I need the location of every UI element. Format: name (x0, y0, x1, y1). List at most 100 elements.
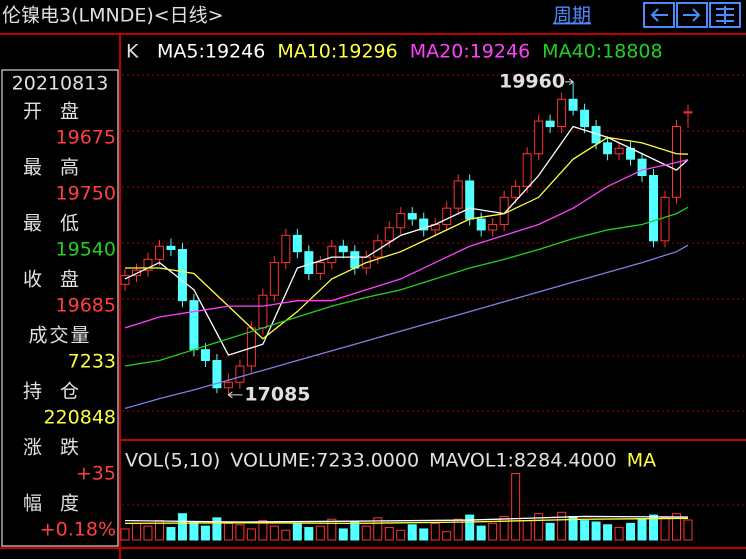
candle-body (120, 275, 130, 285)
legend-entry: MA20:19246 (410, 41, 530, 63)
volume-bar (373, 517, 383, 541)
volume-bar (522, 520, 532, 541)
candle-body (223, 381, 233, 389)
candle-body (304, 251, 314, 274)
volume-bar (419, 528, 429, 541)
candle-body (603, 142, 613, 155)
candle-body (465, 180, 475, 220)
annotation-arrow (227, 391, 243, 399)
volume-bar (453, 518, 463, 541)
candle-body (637, 158, 647, 177)
nav-buttons[interactable] (643, 2, 741, 28)
volume-bar (223, 522, 233, 541)
volume-bar (499, 515, 509, 541)
annotation-arrow (565, 78, 574, 86)
candle-body (511, 185, 521, 198)
candle-body (154, 245, 164, 260)
volume-bar (235, 524, 245, 541)
candle-body (683, 111, 693, 114)
candle-body (315, 262, 325, 274)
candle-body (649, 175, 659, 242)
volume-bar (304, 527, 314, 541)
info-label: 最高 (23, 157, 97, 179)
candle-body (258, 294, 268, 329)
candle-body (384, 227, 394, 242)
candle-body (545, 120, 555, 128)
candle-body (557, 98, 567, 128)
info-box (1, 69, 119, 547)
volume-bar (465, 514, 475, 541)
volume-bar (672, 513, 682, 541)
candle-body (269, 262, 279, 296)
volume-bar (488, 522, 498, 541)
candle-body (499, 196, 509, 225)
candle-body (292, 234, 302, 253)
candle-body (327, 245, 337, 264)
ma-line (125, 136, 689, 340)
candle-body (534, 120, 544, 155)
info-value: 7233 (68, 351, 116, 373)
volume-ma-line (124, 517, 689, 525)
volume-label: MA (627, 450, 656, 472)
volume-bar (511, 473, 521, 541)
candle-body (396, 213, 406, 229)
candle-body (235, 365, 245, 383)
volume-ma-line (124, 515, 689, 523)
panel-borders (0, 33, 746, 559)
info-value: +0.18% (40, 519, 116, 541)
window-title: 伦镍电3(LMNDE)<日线> (2, 5, 224, 27)
grid (122, 74, 746, 506)
annotation: 17085 (244, 383, 310, 405)
volume-bar (269, 525, 279, 541)
volume-bar (246, 528, 256, 541)
volume-bar (338, 528, 348, 541)
info-value: 19685 (56, 295, 116, 317)
info-label: 幅度 (23, 493, 97, 515)
info-value: 19540 (56, 239, 116, 261)
volume-bar (396, 529, 406, 541)
volume-bar (545, 522, 555, 541)
candle-body (522, 153, 532, 187)
volume-bar (258, 520, 268, 541)
candle-body (419, 218, 429, 231)
candle-body (407, 213, 417, 220)
period-button[interactable]: 周期 (553, 5, 591, 27)
volume-bar (315, 525, 325, 541)
volume-bar (120, 528, 130, 541)
volume-bar (580, 520, 590, 541)
candle-body (488, 223, 498, 231)
info-label: 最低 (23, 213, 97, 235)
volume-bar (281, 529, 291, 541)
volume-bar (476, 525, 486, 541)
chart-label: K (126, 41, 139, 63)
volume-bar (177, 513, 187, 541)
candle-body (212, 360, 222, 389)
volume-bar (189, 521, 199, 541)
volume-bar (660, 517, 670, 541)
candle-body (614, 147, 624, 155)
volume-bar (384, 527, 394, 541)
info-label: 持仓 (23, 381, 97, 403)
info-value: +35 (76, 463, 116, 485)
volume-bar (557, 511, 567, 541)
volume-label: MAVOL1:8284.4000 (429, 450, 617, 472)
volume-bar (131, 522, 141, 541)
volume-bar (327, 518, 337, 541)
volume-bar (143, 525, 153, 541)
volume-bar (603, 524, 613, 541)
candle-body (568, 98, 578, 111)
ma-line (124, 244, 689, 410)
info-label: 收盘 (23, 269, 97, 291)
volume-bar (442, 531, 452, 541)
info-value: 220848 (43, 407, 116, 429)
volume-bar (649, 514, 659, 541)
candle-body (350, 251, 360, 269)
volume-bar (683, 519, 693, 541)
annotation: 19960 (499, 70, 565, 92)
candle-body (189, 300, 199, 351)
volume-bar (212, 517, 222, 541)
volume-bar (614, 527, 624, 541)
volume-bar (430, 522, 440, 541)
info-date: 20210813 (12, 73, 109, 95)
